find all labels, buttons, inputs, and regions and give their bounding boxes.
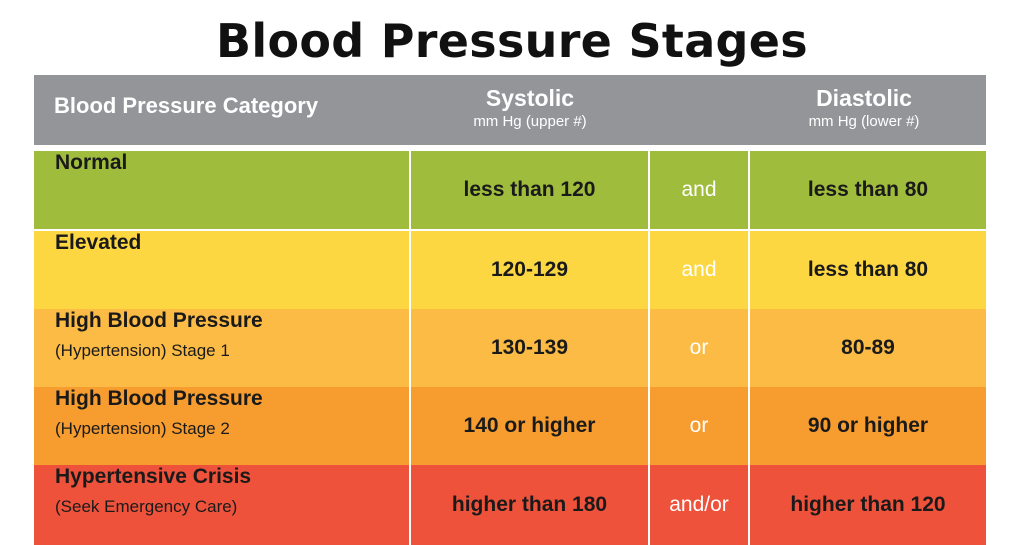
systolic-cell: higher than 180 bbox=[451, 493, 608, 516]
systolic-cell: 140 or higher bbox=[463, 414, 596, 437]
category-cell: Hypertensive Crisis (Seek Emergency Care… bbox=[34, 465, 409, 545]
category-note: (Hypertension) Stage 2 bbox=[55, 419, 230, 438]
header-category: Blood Pressure Category bbox=[54, 93, 319, 118]
diastolic-cell: higher than 120 bbox=[790, 493, 946, 516]
category-cell: High Blood Pressure (Hypertension) Stage… bbox=[34, 309, 409, 387]
header-systolic-unit: mm Hg (upper #) bbox=[473, 113, 587, 130]
category-cell: High Blood Pressure (Hypertension) Stage… bbox=[34, 387, 409, 465]
diastolic-cell: 80-89 bbox=[841, 336, 895, 359]
table-row-stage-1: High Blood Pressure (Hypertension) Stage… bbox=[34, 309, 986, 387]
conjunction-cell: and/or bbox=[669, 493, 729, 516]
header-diastolic: Diastolic mm Hg (lower #) bbox=[734, 85, 994, 130]
category-cell: Normal bbox=[34, 151, 409, 229]
header-systolic-label: Systolic bbox=[485, 85, 575, 111]
header-diastolic-unit: mm Hg (lower #) bbox=[808, 113, 920, 130]
systolic-cell: 120-129 bbox=[490, 258, 569, 281]
category-label: High Blood Pressure bbox=[55, 309, 263, 332]
diastolic-cell: 90 or higher bbox=[807, 414, 929, 437]
table-row-elevated: Elevated 120-129 and less than 80 bbox=[34, 231, 986, 309]
header-systolic: Systolic mm Hg (upper #) bbox=[400, 85, 660, 130]
conjunction-cell: or bbox=[689, 336, 709, 359]
category-label: High Blood Pressure bbox=[55, 387, 263, 410]
blood-pressure-table: Blood Pressure Category Systolic mm Hg (… bbox=[34, 75, 986, 545]
category-label: Elevated bbox=[55, 231, 142, 254]
category-cell: Elevated bbox=[34, 231, 409, 309]
category-note: (Seek Emergency Care) bbox=[55, 497, 238, 516]
systolic-cell: less than 120 bbox=[463, 178, 596, 201]
diastolic-cell: less than 80 bbox=[807, 178, 929, 201]
conjunction-cell: and bbox=[681, 258, 717, 281]
page-title: Blood Pressure Stages bbox=[216, 14, 808, 68]
category-label: Hypertensive Crisis bbox=[55, 465, 252, 488]
conjunction-cell: or bbox=[689, 414, 709, 437]
systolic-cell: 130-139 bbox=[490, 336, 569, 359]
diastolic-cell: less than 80 bbox=[807, 258, 929, 281]
table-row-normal: Normal less than 120 and less than 80 bbox=[34, 151, 986, 229]
table-row-crisis: Hypertensive Crisis (Seek Emergency Care… bbox=[34, 465, 986, 545]
conjunction-cell: and bbox=[681, 178, 717, 201]
table-row-stage-2: High Blood Pressure (Hypertension) Stage… bbox=[34, 387, 986, 465]
header-diastolic-label: Diastolic bbox=[816, 85, 912, 111]
category-note: (Hypertension) Stage 1 bbox=[55, 341, 230, 360]
category-label: Normal bbox=[55, 151, 128, 174]
table-header: Blood Pressure Category Systolic mm Hg (… bbox=[34, 75, 986, 145]
